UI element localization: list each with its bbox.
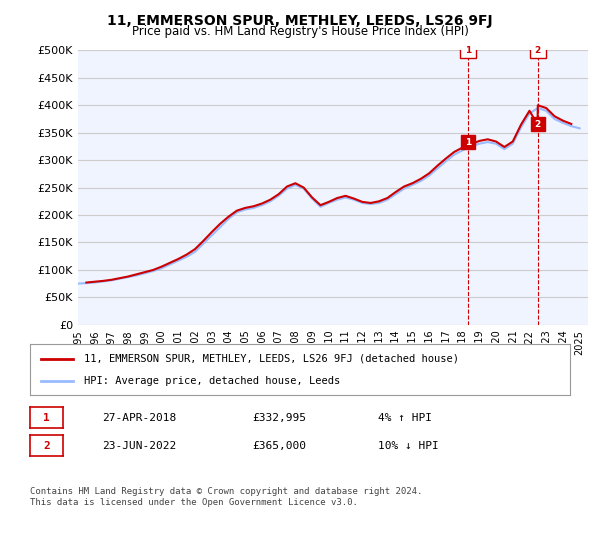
- Text: Contains HM Land Registry data © Crown copyright and database right 2024.
This d: Contains HM Land Registry data © Crown c…: [30, 487, 422, 507]
- Text: 2: 2: [43, 441, 50, 451]
- Text: Price paid vs. HM Land Registry's House Price Index (HPI): Price paid vs. HM Land Registry's House …: [131, 25, 469, 38]
- Text: 2: 2: [535, 46, 541, 55]
- Text: 23-JUN-2022: 23-JUN-2022: [102, 441, 176, 451]
- Text: £365,000: £365,000: [252, 441, 306, 451]
- Text: 11, EMMERSON SPUR, METHLEY, LEEDS, LS26 9FJ (detached house): 11, EMMERSON SPUR, METHLEY, LEEDS, LS26 …: [84, 353, 459, 363]
- Text: 1: 1: [43, 413, 50, 423]
- Text: HPI: Average price, detached house, Leeds: HPI: Average price, detached house, Leed…: [84, 376, 340, 386]
- Text: 2: 2: [535, 120, 541, 129]
- Text: 27-APR-2018: 27-APR-2018: [102, 413, 176, 423]
- Text: 11, EMMERSON SPUR, METHLEY, LEEDS, LS26 9FJ: 11, EMMERSON SPUR, METHLEY, LEEDS, LS26 …: [107, 14, 493, 28]
- Text: 10% ↓ HPI: 10% ↓ HPI: [378, 441, 439, 451]
- Text: 4% ↑ HPI: 4% ↑ HPI: [378, 413, 432, 423]
- Text: £332,995: £332,995: [252, 413, 306, 423]
- Text: 1: 1: [465, 138, 471, 147]
- Text: 1: 1: [465, 46, 471, 55]
